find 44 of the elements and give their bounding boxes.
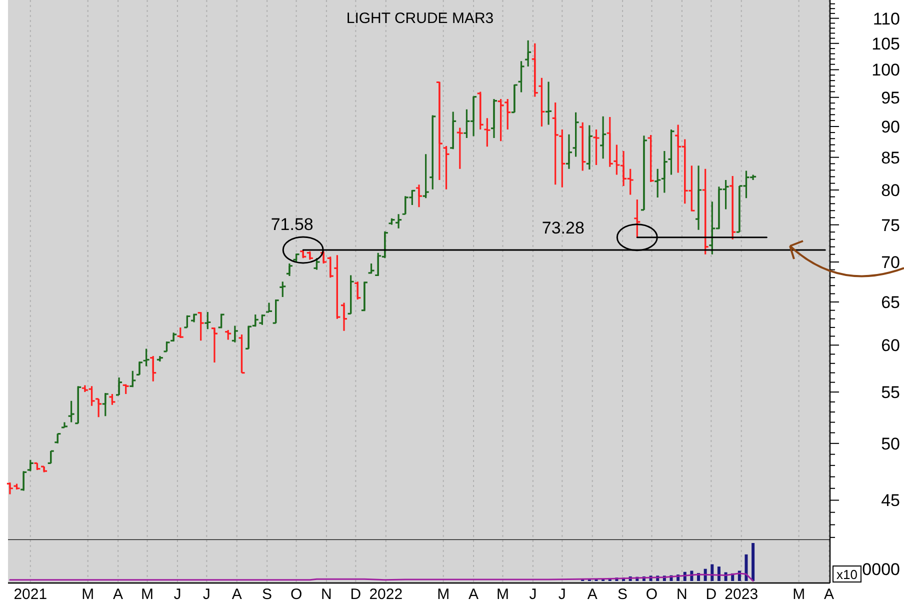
y-tick-label: 45 xyxy=(881,491,900,510)
x-tick-label: A xyxy=(587,586,598,602)
x-tick-label: M xyxy=(82,586,94,602)
x-tick-label: D xyxy=(350,586,362,602)
y-tick-label: 75 xyxy=(881,216,900,235)
x-tick-label: S xyxy=(618,586,628,602)
x-tick-label: M xyxy=(141,586,154,602)
y-tick-label: 50 xyxy=(881,434,900,454)
y-tick-label: 90 xyxy=(881,117,900,136)
annotation: 73.28 xyxy=(542,218,584,238)
x-tick-label: O xyxy=(646,586,658,602)
y-tick-label: 110 xyxy=(872,9,900,28)
annotation: 71.58 xyxy=(270,214,314,234)
x-tick-label: M xyxy=(792,586,806,602)
y-tick-label: 105 xyxy=(872,34,900,54)
x-tick-label: 2022 xyxy=(369,586,403,602)
x-tick-label: A xyxy=(468,586,479,602)
x-tick-label: D xyxy=(706,586,717,602)
x-tick-label: O xyxy=(290,586,302,602)
x-tick-label: J xyxy=(529,586,537,602)
x-tick-label: A xyxy=(113,586,124,602)
text: 0000 xyxy=(862,560,900,579)
y-tick-label: 100 xyxy=(872,60,900,80)
y-tick-label: 65 xyxy=(881,292,900,312)
y-tick-label: 55 xyxy=(881,382,900,402)
x-tick-label: 2021 xyxy=(14,586,48,602)
x-tick-label: S xyxy=(262,586,272,602)
x-tick-label: M xyxy=(496,586,510,602)
x-tick-label: J xyxy=(174,586,182,602)
y-tick-label: 85 xyxy=(881,148,900,168)
x-tick-label: J xyxy=(558,586,566,602)
x-tick-label: A xyxy=(824,586,834,602)
x-tick-label: N xyxy=(676,586,688,602)
y-tick-label: 95 xyxy=(881,88,900,108)
y-tick-label: 80 xyxy=(881,180,900,200)
x-tick-label: 2023 xyxy=(724,586,758,602)
x-tick-label: M xyxy=(437,586,450,602)
x-tick-label: N xyxy=(321,586,332,602)
text: x10 xyxy=(836,567,858,582)
x-tick-label: J xyxy=(202,586,210,602)
y-tick-label: 60 xyxy=(881,336,900,356)
y-tick-label: 70 xyxy=(881,252,900,272)
text: LIGHT CRUDE MAR3 xyxy=(346,10,494,27)
x-tick-label: A xyxy=(232,586,242,602)
